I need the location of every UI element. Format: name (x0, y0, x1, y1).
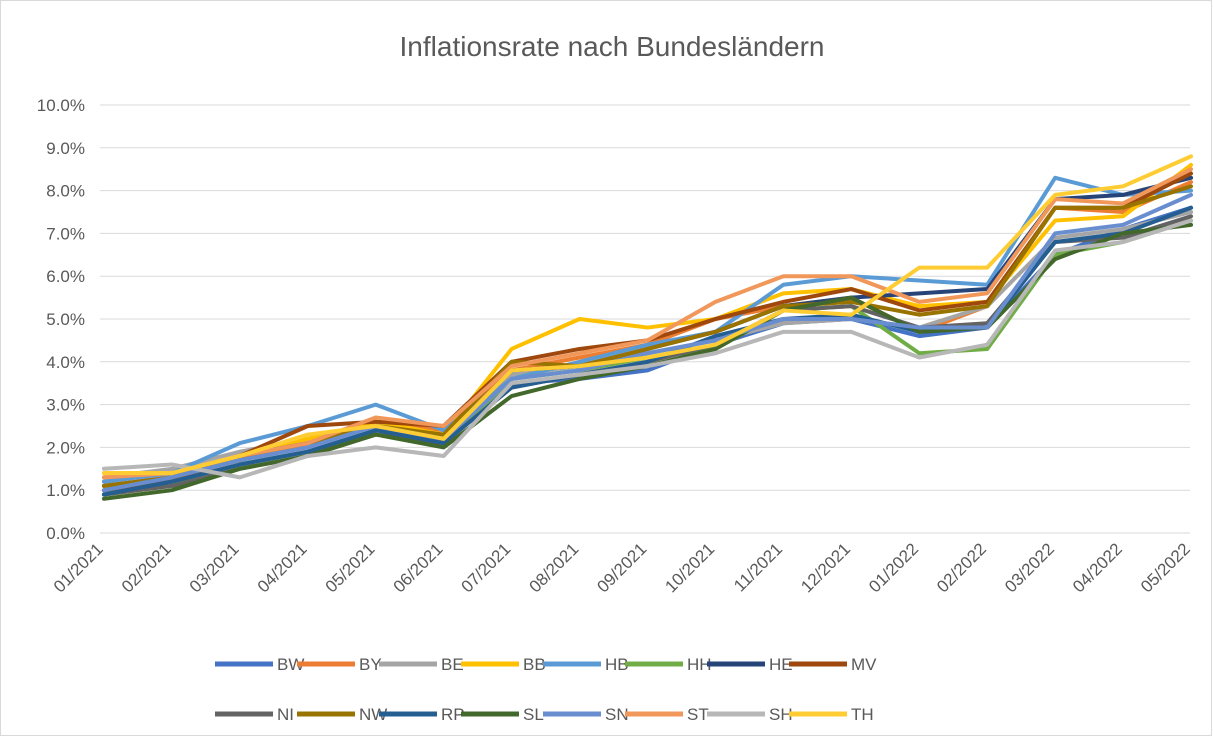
y-tick-label: 3.0% (46, 396, 85, 415)
series-line (101, 154, 1194, 476)
legend-label: BE (441, 655, 464, 674)
legend-label: HE (769, 655, 793, 674)
legend-label: ST (687, 705, 709, 724)
y-tick-label: 1.0% (46, 481, 85, 500)
y-tick-label: 5.0% (46, 310, 85, 329)
y-tick-label: 0.0% (46, 524, 85, 543)
legend-label: TH (851, 705, 874, 724)
y-tick-label: 10.0% (37, 96, 85, 115)
y-tick-label: 4.0% (46, 353, 85, 372)
legend-label: SL (523, 705, 544, 724)
y-tick-label: 6.0% (46, 267, 85, 286)
legend-label: BY (359, 655, 382, 674)
series-line (101, 192, 1194, 493)
chart-title: Inflationsrate nach Bundesländern (400, 31, 825, 62)
legend-label: MV (851, 655, 877, 674)
series-line (101, 218, 1194, 480)
series-line (101, 167, 1194, 480)
legend-label: BW (277, 655, 304, 674)
legend-label: NW (359, 705, 387, 724)
y-tick-label: 9.0% (46, 139, 85, 158)
legend-label: BB (523, 655, 546, 674)
legend-label: SN (605, 705, 629, 724)
legend-label: HH (687, 655, 712, 674)
y-tick-label: 7.0% (46, 224, 85, 243)
legend-label: HB (605, 655, 629, 674)
y-tick-label: 8.0% (46, 182, 85, 201)
y-tick-label: 2.0% (46, 438, 85, 457)
legend-label: NI (277, 705, 294, 724)
series-line (101, 175, 1194, 484)
legend-label: SH (769, 705, 793, 724)
legend-label: RP (441, 705, 465, 724)
